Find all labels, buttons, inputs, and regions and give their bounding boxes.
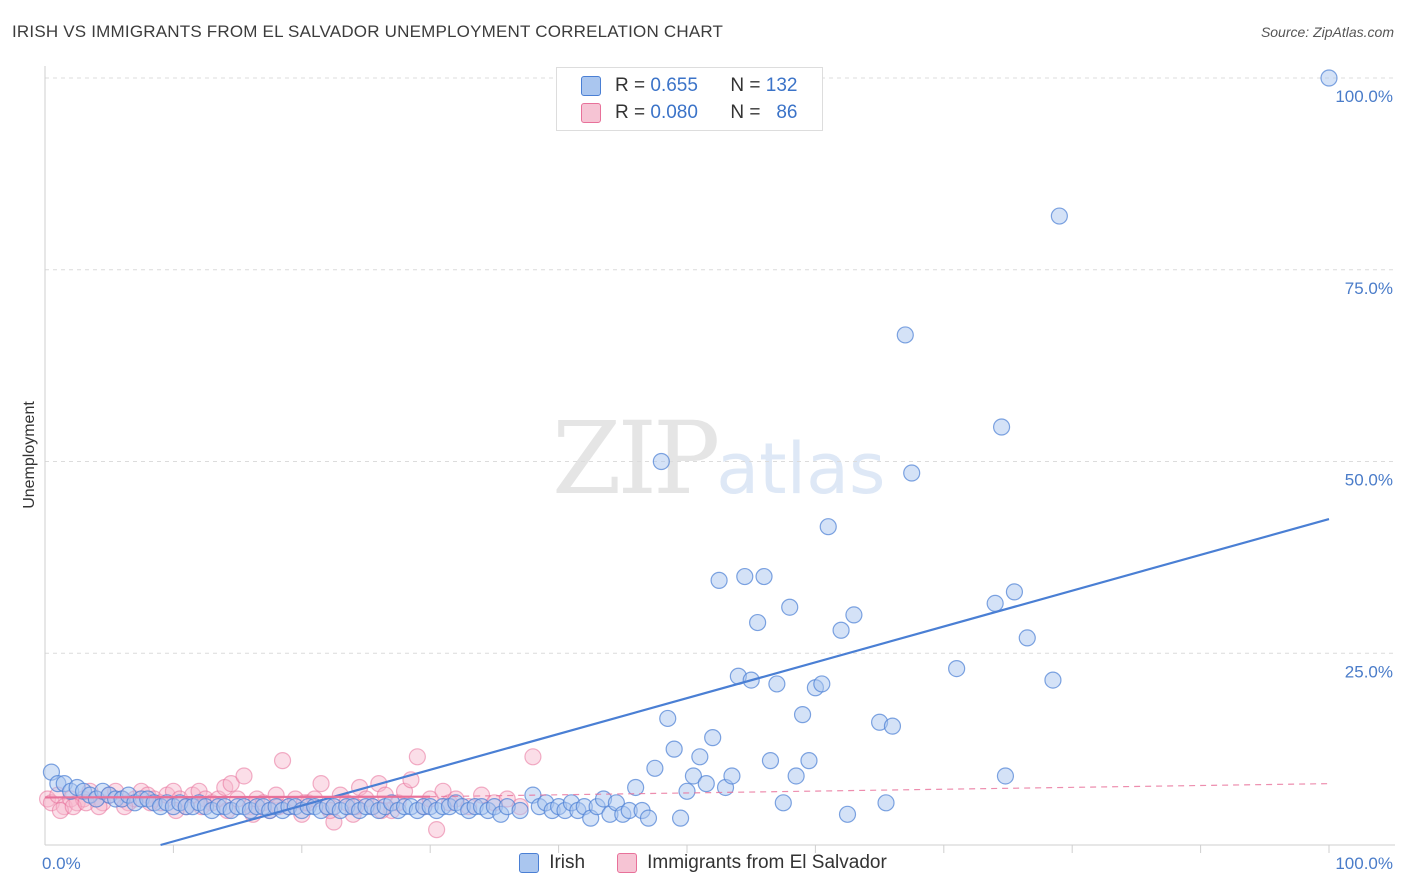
legend-swatch-salvador-bottom (617, 853, 638, 873)
irish-point (755, 567, 773, 586)
irish-point (639, 809, 658, 827)
trend-lines (44, 517, 1330, 847)
irish-point (749, 613, 767, 632)
legend-irish-n-value: 132 (765, 75, 798, 96)
salvador-point (273, 752, 292, 770)
irish-point (652, 452, 670, 471)
irish-point (697, 775, 715, 793)
irish-point (1320, 69, 1338, 87)
legend-salvador-r-value: 0.080 (650, 102, 698, 123)
irish-point (1005, 583, 1024, 601)
irish-point (691, 748, 709, 766)
irish-point (768, 675, 786, 693)
chart-title: IRISH VS IMMIGRANTS FROM EL SALVADOR UNE… (12, 22, 724, 41)
irish-point (646, 759, 664, 777)
legend-salvador-n-value: 86 (776, 102, 798, 123)
legend-item-salvador[interactable]: Immigrants from El Salvador (617, 852, 887, 874)
irish-point (671, 809, 690, 827)
legend-salvador-r-label: R = (615, 102, 646, 123)
irish-point (896, 326, 914, 344)
irish-point (838, 805, 857, 823)
salvador-point (408, 748, 426, 766)
irish-point (877, 794, 895, 812)
y-tick-label: 25.0% (1345, 662, 1393, 681)
irish-point (813, 675, 831, 693)
irish-point (819, 518, 837, 536)
tick-labels: 25.0% 50.0% 75.0% 100.0% 0.0% 100.0% (42, 87, 1393, 873)
y-tick-label: 75.0% (1345, 279, 1393, 298)
legend-irish-r-value: 0.655 (650, 75, 698, 96)
irish-point (723, 767, 741, 785)
x-tick-label: 100.0% (1335, 854, 1393, 873)
salvador-point (51, 801, 70, 820)
irish-point (1018, 629, 1036, 647)
x-tick-label: 0.0% (42, 854, 81, 873)
irish-point (736, 567, 754, 586)
irish-point (704, 729, 722, 747)
legend-row-irish: R = 0.655 N = 132 (581, 74, 797, 98)
legend-item-irish[interactable]: Irish (519, 852, 585, 874)
irish-point (787, 767, 805, 785)
salvador-point (428, 821, 446, 839)
irish-point (511, 801, 529, 820)
irish-point (684, 767, 703, 785)
grid-lines (44, 66, 1395, 853)
irish-point (845, 606, 863, 624)
irish-point (1050, 207, 1068, 225)
irish-point (832, 621, 850, 639)
salvador-point (235, 767, 253, 785)
irish-point (627, 778, 645, 797)
salvador-trend-extension (430, 783, 1330, 798)
legend-label-salvador: Immigrants from El Salvador (647, 852, 887, 873)
legend-salvador-n-label: N = (730, 102, 761, 123)
irish-point (710, 571, 728, 589)
y-tick-label: 50.0% (1345, 471, 1393, 490)
irish-point (986, 594, 1004, 612)
salvador-point (222, 775, 240, 793)
source-label: Source: ZipAtlas.com (1260, 24, 1394, 40)
correlation-legend: R = 0.655 N = 132 R = 0.080 N = 86 (556, 67, 823, 131)
legend-swatch-irish-bottom (519, 853, 540, 873)
legend-label-irish: Irish (549, 852, 586, 873)
irish-point (883, 717, 902, 735)
irish-point (774, 794, 792, 812)
irish-point (761, 752, 780, 770)
watermark: ZIPatlas (552, 400, 885, 517)
irish-point (1044, 671, 1062, 689)
legend-row-salvador: R = 0.080 N = 86 (581, 101, 797, 125)
irish-point (903, 464, 921, 482)
salvador-trend-line (44, 795, 431, 799)
series-irish (42, 69, 1338, 827)
irish-point (665, 740, 683, 758)
irish-point (793, 706, 812, 724)
legend-irish-r-label: R = (615, 75, 646, 96)
watermark-zip: ZIP (552, 400, 720, 517)
irish-point (659, 709, 677, 728)
y-tick-label: 100.0% (1335, 87, 1393, 106)
irish-point (800, 752, 818, 770)
legend-swatch-irish (581, 76, 601, 96)
irish-point (948, 659, 966, 678)
y-axis-label: Unemployment (21, 401, 38, 509)
salvador-point (524, 748, 542, 766)
legend-swatch-salvador (581, 103, 601, 123)
irish-point (992, 418, 1011, 436)
watermark-atlas: atlas (716, 428, 886, 510)
irish-point (996, 767, 1015, 785)
irish-trend-line (160, 517, 1330, 847)
irish-point (678, 782, 696, 800)
series-legend: Irish Immigrants from El Salvador (0, 852, 1406, 874)
salvador-point (312, 775, 330, 793)
legend-irish-n-label: N = (730, 75, 761, 96)
irish-point (781, 598, 799, 616)
